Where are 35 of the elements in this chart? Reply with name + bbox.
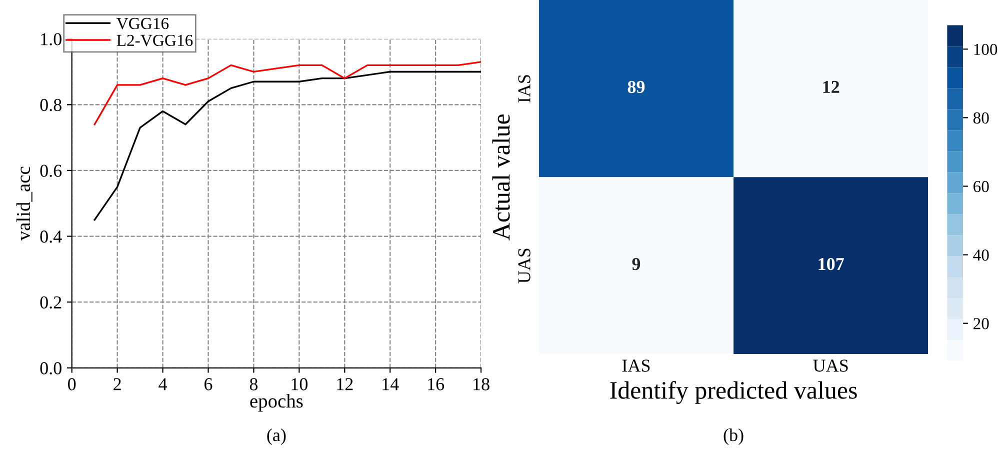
x-tick-label: 18 [474,378,490,390]
y-tick-label: 0.2 [40,296,62,309]
x-axis-title: epochs [250,394,303,412]
line-series [94,70,482,221]
x-tick-label: 12 [337,378,353,390]
data-label: 89 [628,80,645,94]
text: (b) [724,428,744,445]
data-label: 107 [818,258,844,270]
y-tick-label: 0.6 [40,164,62,177]
x-tick-label: 14 [382,378,399,390]
x-tick-label: 4 [158,378,168,390]
legend-label: VGG16 [116,18,169,30]
x-tick-label: 6 [204,378,212,390]
data-label: 9 [632,258,640,270]
x-tick-label: 2 [114,378,121,390]
color-bar-label: 20 [974,318,989,330]
y-tick-label: 0.4 [40,230,62,243]
legend-label: L2-VGG16 [116,34,193,46]
color-bar-label: 40 [973,249,989,261]
x-tick-label: 10 [292,378,308,390]
y-tick-label: 1.0 [41,33,62,46]
color-bar-label: 100 [974,44,998,56]
y-tick-label: 0.0 [40,362,62,374]
text: (a) [267,428,286,445]
x-axis-title: Identify predicted values [610,380,857,404]
x-tick-label: 16 [428,378,444,390]
y-tick-label: 0.8 [40,98,62,112]
color-bar-label: 80 [973,112,989,124]
y-axis-title: Actual value [492,114,510,240]
y-axis-title: valid_acc [16,166,32,241]
x-tick-label: 8 [250,378,258,390]
line-series [94,61,482,126]
data-label: 12 [823,80,840,93]
color-bar-label: 60 [974,180,989,192]
x-tick-label: 0 [68,378,76,390]
